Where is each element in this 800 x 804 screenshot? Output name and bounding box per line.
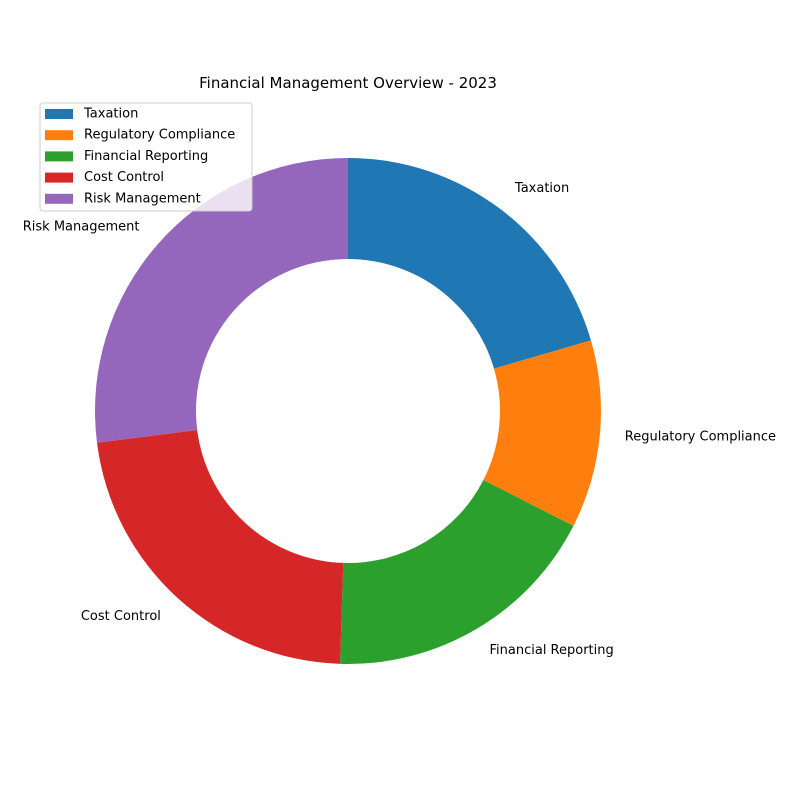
legend-swatch-cost-control xyxy=(45,172,73,183)
legend-label-financial-reporting: Financial Reporting xyxy=(84,149,208,164)
slice-label-cost-control: Cost Control xyxy=(81,609,161,624)
chart-title: Financial Management Overview - 2023 xyxy=(199,74,497,92)
slice-financial-reporting xyxy=(340,480,574,664)
legend-label-regulatory-compliance: Regulatory Compliance xyxy=(84,128,235,143)
slice-label-taxation: Taxation xyxy=(514,181,569,196)
slice-label-risk-management: Risk Management xyxy=(23,220,140,235)
legend-frame xyxy=(39,102,253,212)
legend: Taxation Regulatory Compliance Financial R… xyxy=(39,102,253,212)
slice-risk-management xyxy=(94,158,348,443)
legend-swatch-financial-reporting xyxy=(45,151,73,162)
slice-regulatory-compliance xyxy=(483,340,601,526)
slice-taxation xyxy=(348,158,591,369)
legend-swatch-regulatory-compliance xyxy=(45,130,73,141)
slice-label-regulatory-compliance: Regulatory Compliance xyxy=(625,430,776,445)
slice-label-financial-reporting: Financial Reporting xyxy=(490,643,614,658)
legend-swatch-taxation xyxy=(45,109,73,119)
slice-cost-control xyxy=(96,430,344,664)
slice-labels: Taxation Regulatory Compliance Financial R… xyxy=(23,181,776,658)
legend-label-risk-management: Risk Management xyxy=(84,191,201,206)
legend-label-taxation: Taxation xyxy=(83,107,138,122)
legend-swatch-risk-management xyxy=(45,193,73,204)
legend-label-cost-control: Cost Control xyxy=(84,170,164,185)
donut-slices xyxy=(94,158,601,664)
